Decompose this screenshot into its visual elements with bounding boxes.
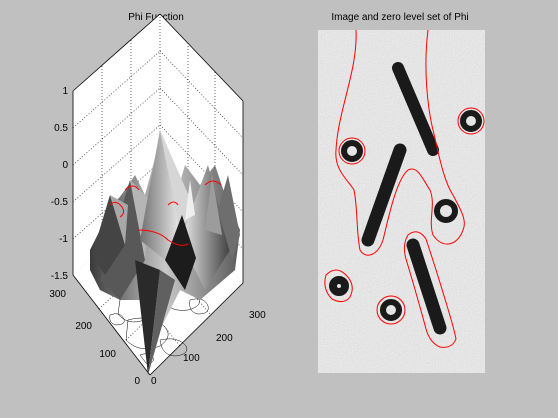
z-tick-1: 1: [62, 86, 68, 97]
z-tick-0-5: 0.5: [54, 123, 68, 134]
z-tick-0: 0: [62, 160, 68, 171]
x-tick-100: 100: [183, 353, 200, 364]
y-tick-100: 100: [99, 349, 116, 360]
x-tick-0: 0: [151, 376, 157, 387]
image-objects: [329, 62, 482, 335]
zero-level-contours: [324, 30, 485, 348]
right-plot-title: Image and zero level set of Phi: [331, 12, 469, 23]
zero-level-curves: [109, 180, 222, 246]
x-tick-200: 200: [216, 333, 233, 344]
y-tick-300: 300: [49, 289, 66, 300]
y-tick-0: 0: [134, 376, 140, 387]
z-tick-neg1-5: -1.5: [50, 271, 68, 282]
y-tick-200: 200: [75, 321, 92, 332]
surface-mesh: [90, 130, 240, 375]
x-tick-300: 300: [249, 310, 266, 321]
z-tick-neg0-5: -0.5: [50, 197, 68, 208]
z-tick-neg1: -1: [59, 234, 68, 245]
image-zero-level-set: [318, 30, 485, 373]
